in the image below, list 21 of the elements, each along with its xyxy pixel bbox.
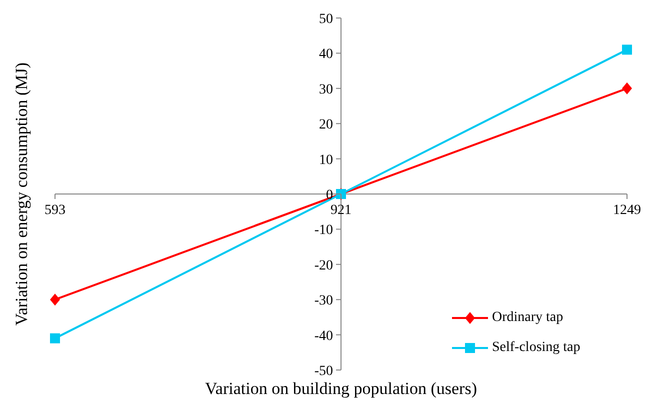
y-tick-label: -20: [314, 258, 333, 274]
y-tick-label: -30: [314, 294, 333, 309]
y-tick-label: -10: [314, 223, 333, 238]
x-tick-label: 921: [330, 203, 352, 218]
y-tick-label: 50: [319, 12, 333, 27]
point: [50, 294, 60, 306]
x-tick-label: 1249: [613, 203, 641, 218]
y-tick-label: 10: [319, 152, 333, 168]
point: [50, 333, 60, 344]
x-tick-label: 593: [44, 203, 66, 218]
point: [622, 44, 632, 55]
legend-label: Ordinary tap: [492, 310, 564, 326]
legend-label: Self-closing tap: [492, 340, 580, 356]
x-axis-title: Variation on building population (users): [204, 379, 478, 399]
y-tick-label: 20: [319, 118, 333, 133]
y-tick-label: 40: [319, 47, 333, 62]
y-tick-label: 30: [319, 82, 333, 98]
y-tick-label: -40: [314, 328, 333, 344]
point: [622, 82, 632, 94]
y-axis-title: Variation on energy consumption (MJ): [12, 62, 32, 326]
y-tick-label: -50: [314, 364, 333, 379]
